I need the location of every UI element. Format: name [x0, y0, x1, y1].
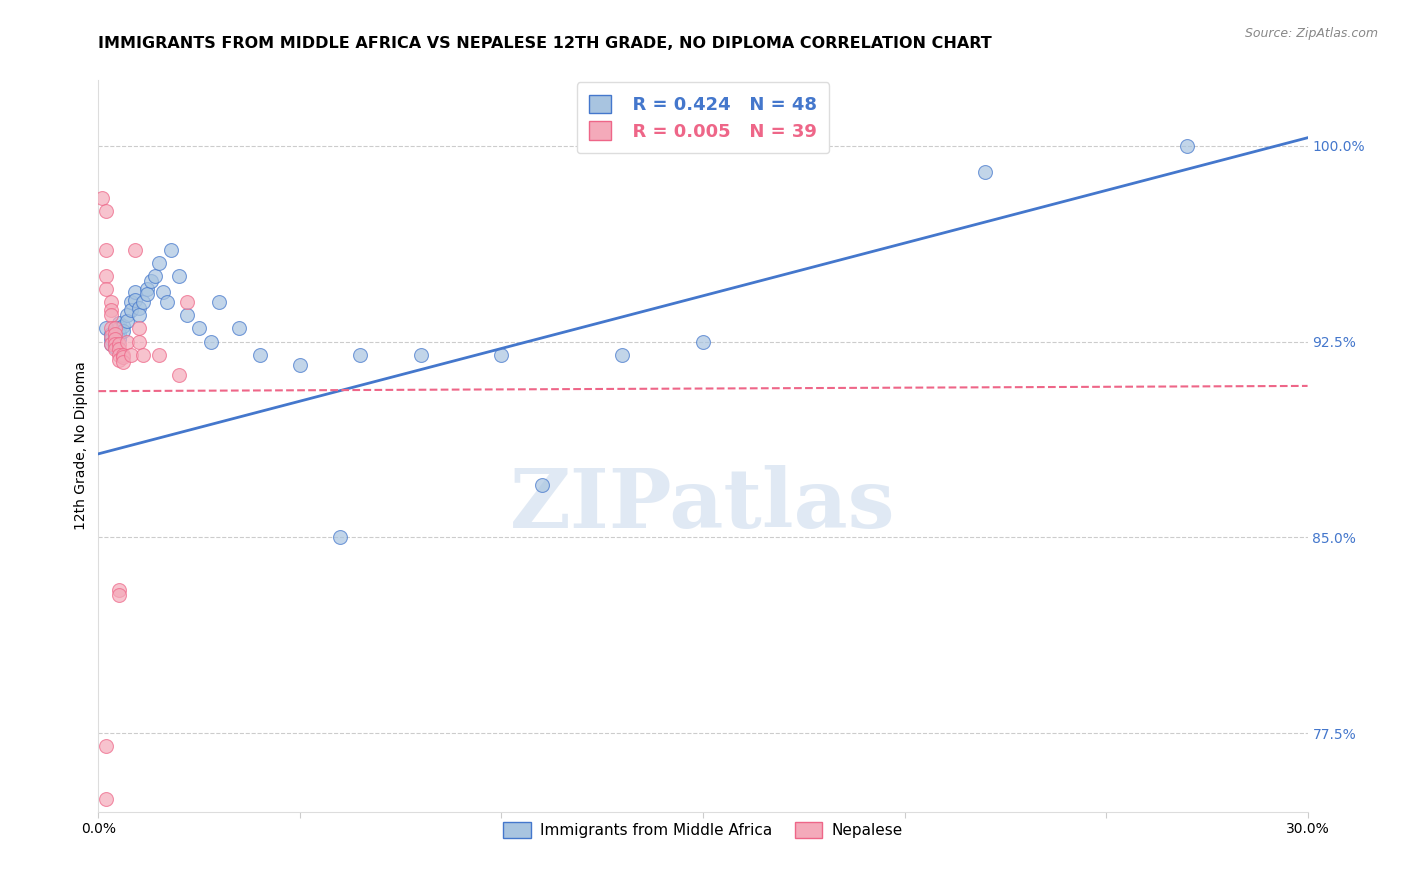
Point — [103, 321, 125, 335]
Point — [249, 347, 271, 361]
Point — [96, 243, 118, 257]
Point — [96, 269, 118, 284]
Point — [107, 332, 129, 346]
Point — [156, 295, 179, 310]
Point — [107, 316, 129, 330]
Point — [120, 347, 142, 361]
Text: IMMIGRANTS FROM MIDDLE AFRICA VS NEPALESE 12TH GRADE, NO DIPLOMA CORRELATION CHA: IMMIGRANTS FROM MIDDLE AFRICA VS NEPALES… — [98, 36, 993, 51]
Point — [96, 321, 118, 335]
Point — [107, 337, 129, 351]
Point — [100, 321, 122, 335]
Point — [612, 347, 634, 361]
Point — [111, 355, 134, 369]
Point — [135, 282, 157, 296]
Point — [530, 478, 553, 492]
Point — [491, 347, 513, 361]
Point — [128, 309, 150, 323]
Point — [111, 350, 134, 364]
Point — [409, 347, 432, 361]
Point — [208, 295, 231, 310]
Point — [100, 303, 122, 318]
Point — [103, 326, 125, 341]
Point — [100, 337, 122, 351]
Point — [124, 293, 146, 307]
Text: Source: ZipAtlas.com: Source: ZipAtlas.com — [1244, 27, 1378, 40]
Point — [329, 530, 352, 544]
Point — [124, 285, 146, 299]
Point — [228, 321, 250, 335]
Point — [103, 332, 125, 346]
Point — [103, 329, 125, 343]
Point — [107, 352, 129, 367]
Point — [107, 343, 129, 357]
Point — [128, 321, 150, 335]
Point — [115, 334, 138, 349]
Y-axis label: 12th Grade, No Diploma: 12th Grade, No Diploma — [75, 361, 89, 531]
Point — [120, 303, 142, 318]
Point — [96, 791, 118, 805]
Point — [200, 334, 222, 349]
Point — [115, 309, 138, 323]
Point — [107, 326, 129, 341]
Point — [349, 347, 371, 361]
Point — [288, 358, 311, 372]
Point — [96, 739, 118, 754]
Point — [111, 318, 134, 333]
Text: ZIPatlas: ZIPatlas — [510, 465, 896, 544]
Point — [107, 321, 129, 335]
Point — [692, 334, 714, 349]
Point — [103, 870, 125, 884]
Point — [103, 343, 125, 357]
Point — [107, 347, 129, 361]
Point — [100, 295, 122, 310]
Point — [128, 301, 150, 315]
Point — [148, 347, 170, 361]
Point — [124, 243, 146, 257]
Point — [111, 324, 134, 338]
Point — [107, 588, 129, 602]
Point — [132, 295, 155, 310]
Point — [132, 347, 155, 361]
Point — [176, 309, 198, 323]
Point — [103, 324, 125, 338]
Point — [100, 857, 122, 871]
Point — [100, 309, 122, 323]
Point — [152, 285, 174, 299]
Point — [103, 337, 125, 351]
Point — [111, 347, 134, 361]
Point — [139, 274, 162, 288]
Point — [91, 191, 114, 205]
Point — [100, 326, 122, 341]
Point — [96, 282, 118, 296]
Point — [188, 321, 211, 335]
Point — [148, 256, 170, 270]
Point — [1175, 138, 1198, 153]
Point — [120, 295, 142, 310]
Point — [103, 334, 125, 349]
Point — [974, 164, 997, 178]
Point — [176, 295, 198, 310]
Legend: Immigrants from Middle Africa, Nepalese: Immigrants from Middle Africa, Nepalese — [496, 816, 910, 845]
Point — [107, 582, 129, 597]
Point — [100, 329, 122, 343]
Point — [103, 857, 125, 871]
Point — [100, 337, 122, 351]
Point — [160, 243, 183, 257]
Point — [135, 287, 157, 301]
Point — [96, 203, 118, 218]
Point — [103, 340, 125, 354]
Point — [128, 334, 150, 349]
Point — [143, 269, 166, 284]
Point — [100, 332, 122, 346]
Point — [167, 269, 190, 284]
Point — [167, 368, 190, 383]
Point — [115, 313, 138, 327]
